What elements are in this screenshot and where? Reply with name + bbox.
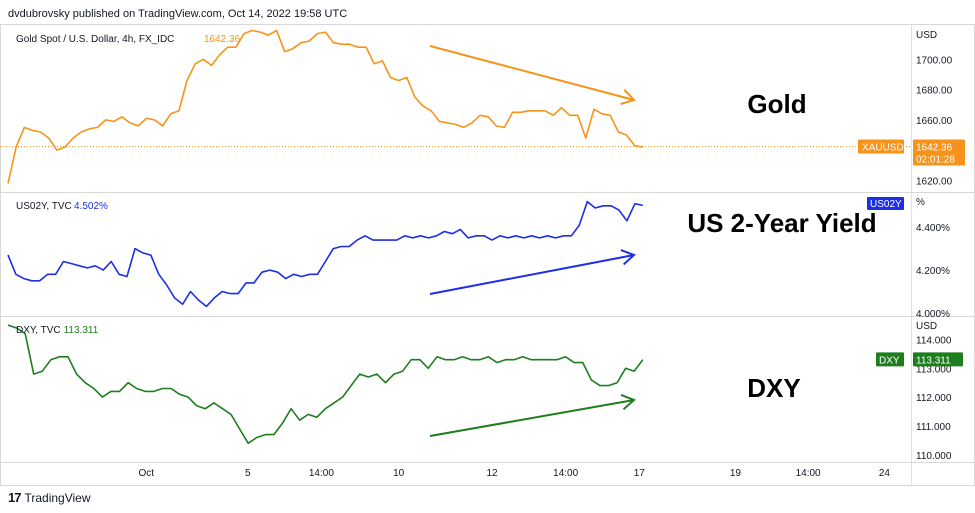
trend-arrow-head bbox=[620, 249, 636, 266]
x-tick-label: 12 bbox=[486, 468, 498, 479]
price-tag-value: 1642.36 bbox=[916, 143, 953, 154]
x-tick-label: 24 bbox=[879, 468, 891, 479]
y-tick-label: 1700.00 bbox=[916, 55, 953, 66]
series-last-value: 1642.36 bbox=[204, 34, 241, 45]
y-tick-label: 4.000% bbox=[916, 309, 950, 320]
symbol-tag bbox=[858, 139, 904, 154]
x-tick-label: 10 bbox=[393, 468, 405, 479]
y-tick-label: 1620.00 bbox=[916, 176, 953, 187]
x-tick-label: 14:00 bbox=[553, 468, 578, 479]
price-tag bbox=[913, 352, 963, 367]
pane-gold[interactable]: USD1700.001680.001660.001640.001620.00Go… bbox=[0, 29, 965, 187]
y-tick-label: 1660.00 bbox=[916, 116, 953, 127]
series-title: Gold Spot / U.S. Dollar, 4h, FX_IDC bbox=[16, 34, 174, 45]
time-axis[interactable]: Oct 5 14:00 10 12 14:00 17 19 14:00 24 bbox=[139, 468, 891, 479]
series-last-value: 113.311 bbox=[64, 325, 99, 336]
y-tick-label: 112.000 bbox=[916, 393, 952, 404]
tradingview-brand: TradingView bbox=[24, 490, 91, 505]
pane-dxy[interactable]: USD 114.000 113.000 112.000 111.000 110.000 DX… bbox=[7, 321, 963, 462]
price-tag-value: 113.311 bbox=[916, 355, 951, 366]
annotation-label: Gold bbox=[747, 89, 806, 119]
series-line-us02y bbox=[7, 200, 643, 308]
series-line-gold bbox=[7, 29, 643, 184]
x-tick-label: 14:00 bbox=[796, 468, 821, 479]
trend-arrow bbox=[429, 45, 635, 101]
axis-unit-label: USD bbox=[916, 30, 937, 41]
tradingview-logo-icon: 17 bbox=[8, 490, 22, 505]
symbol-tag-label: US02Y bbox=[870, 199, 902, 210]
series-title: DXY, TVC bbox=[16, 325, 61, 336]
annotation-label: US 2-Year Yield bbox=[687, 208, 876, 238]
price-tag bbox=[913, 139, 965, 166]
y-tick-label: 111.000 bbox=[916, 422, 951, 433]
x-tick-label: 14:00 bbox=[309, 468, 334, 479]
symbol-tag bbox=[876, 352, 904, 367]
symbol-tag bbox=[867, 197, 904, 210]
axis-unit-label: % bbox=[916, 197, 925, 208]
x-tick-label: 5 bbox=[245, 468, 251, 479]
series-title: US02Y, TVC bbox=[16, 201, 72, 212]
tradingview-footer[interactable]: 17 TradingView bbox=[8, 490, 91, 505]
annotation-label: DXY bbox=[747, 373, 800, 403]
y-tick-label: 110.000 bbox=[916, 451, 952, 462]
trend-arrow bbox=[429, 254, 635, 295]
y-tick-label: 114.000 bbox=[916, 335, 952, 346]
chart-frame bbox=[0, 24, 975, 486]
symbol-tag-label: DXY bbox=[879, 355, 900, 366]
bar-countdown: 02:01:28 bbox=[916, 155, 955, 166]
axis-unit-label: USD bbox=[916, 321, 937, 332]
symbol-tag-label: XAUUSD bbox=[862, 143, 904, 154]
y-tick-label: 4.400% bbox=[916, 223, 950, 234]
series-last-value: 4.502% bbox=[74, 201, 108, 212]
x-tick-label: Oct bbox=[139, 468, 155, 479]
y-tick-label: 4.200% bbox=[916, 266, 950, 277]
series-line-dxy bbox=[7, 324, 644, 445]
x-tick-label: 17 bbox=[634, 468, 646, 479]
trend-arrow-head bbox=[620, 89, 636, 105]
x-tick-label: 19 bbox=[730, 468, 742, 479]
y-tick-label: 113.000 bbox=[916, 364, 952, 375]
publisher-caption: dvdubrovsky published on TradingView.com… bbox=[8, 8, 348, 20]
y-tick-label: 1680.00 bbox=[916, 86, 953, 97]
trend-arrow-head bbox=[620, 393, 636, 411]
trend-arrow bbox=[429, 399, 635, 437]
pane-us02y[interactable]: % 4.400% 4.200% 4.000% US02Y, TVC 4.502% US02Y… bbox=[7, 197, 950, 320]
